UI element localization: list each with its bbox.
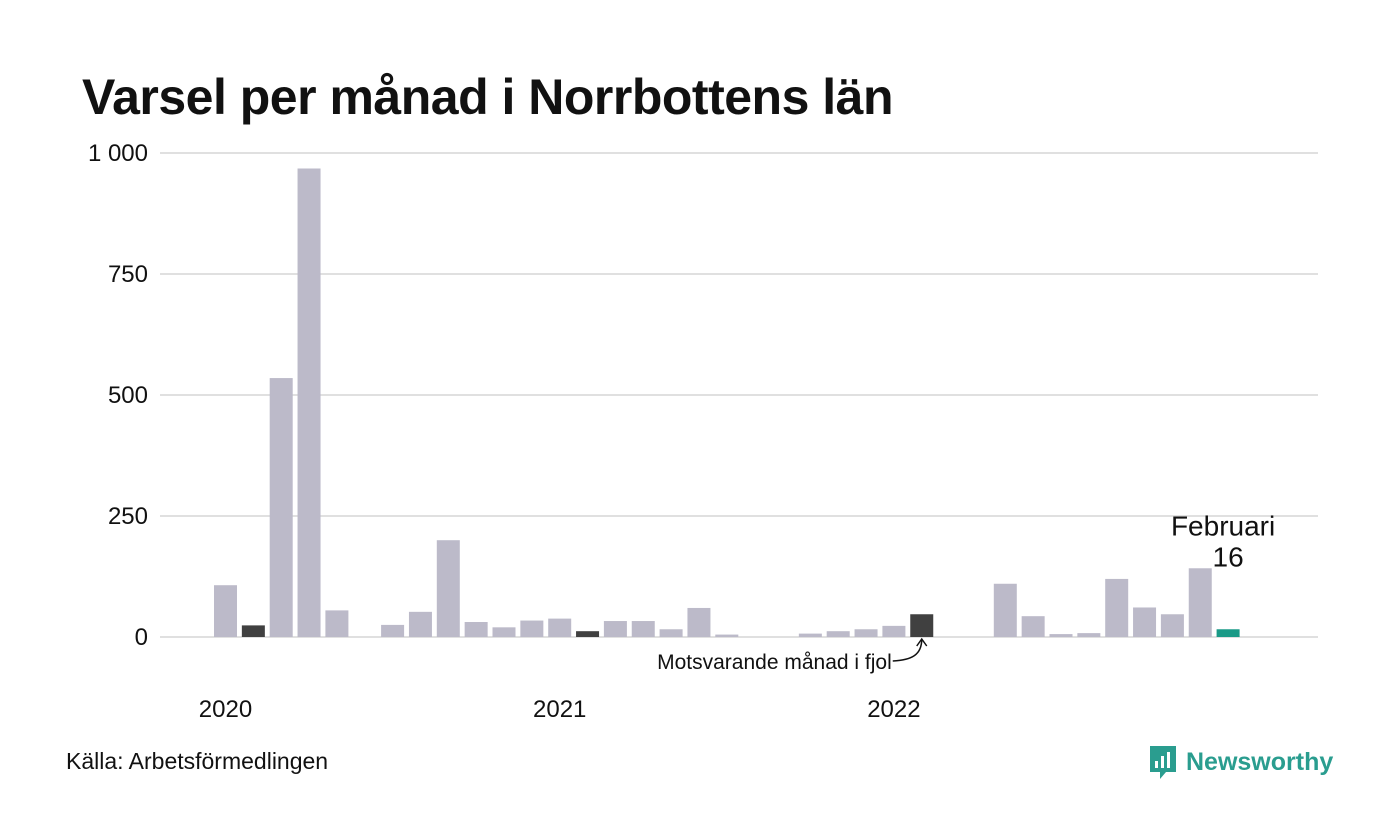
source-note: Källa: Arbetsförmedlingen — [66, 748, 329, 774]
bar — [325, 610, 349, 637]
bar — [1160, 614, 1184, 637]
chart-title: Varsel per månad i Norrbottens län — [82, 69, 894, 125]
bar — [492, 627, 516, 637]
x-axis-year-labels: 2020 2021 2022 — [199, 696, 921, 723]
bar — [381, 624, 405, 637]
bar — [464, 621, 488, 637]
grid-lines — [160, 152, 1318, 638]
bar — [1188, 568, 1212, 637]
previous-year-arrowhead — [916, 637, 928, 647]
bar-current-month — [1216, 629, 1240, 637]
bar-same-month-previous-year — [241, 625, 265, 637]
bar — [1133, 607, 1157, 637]
bar — [715, 634, 739, 637]
bar — [214, 585, 237, 637]
bar-same-month-previous-year — [910, 614, 934, 637]
current-month-label: Februari — [1171, 510, 1275, 541]
x-axis-year-label: 2020 — [199, 696, 252, 723]
bar — [1021, 616, 1045, 637]
bar — [882, 625, 906, 637]
current-month-value: 16 — [1213, 541, 1244, 572]
bar — [436, 540, 460, 637]
y-tick-label: 1 000 — [88, 140, 148, 167]
bar — [659, 629, 683, 637]
bar — [297, 168, 321, 637]
bar — [1049, 634, 1073, 637]
bar — [269, 378, 293, 637]
bar — [993, 583, 1017, 637]
y-tick-label: 500 — [108, 382, 148, 409]
x-axis-year-label: 2022 — [867, 696, 920, 723]
x-axis-year-label: 2021 — [533, 696, 586, 723]
previous-year-arrow — [892, 638, 923, 662]
bar — [548, 618, 572, 637]
y-tick-label: 0 — [135, 624, 148, 651]
bar — [826, 631, 850, 637]
bar — [408, 611, 432, 637]
bar — [798, 633, 822, 637]
y-tick-label: 250 — [108, 503, 148, 530]
bar — [1077, 633, 1101, 637]
bar-same-month-previous-year — [576, 631, 600, 637]
y-tick-label: 750 — [108, 261, 148, 288]
bar — [1105, 578, 1129, 637]
bar — [854, 629, 878, 637]
brand-logo: Newsworthy — [1148, 744, 1333, 780]
brand-name: Newsworthy — [1186, 747, 1334, 776]
previous-year-note: Motsvarande månad i fjol — [657, 651, 892, 674]
y-axis-tick-labels: 0 250 500 750 1 000 — [88, 140, 148, 651]
bar — [603, 621, 627, 637]
bars — [214, 168, 1240, 637]
bar — [520, 620, 544, 637]
bar — [687, 607, 711, 637]
bar — [631, 621, 655, 637]
newsworthy-logo-icon — [1150, 746, 1176, 779]
